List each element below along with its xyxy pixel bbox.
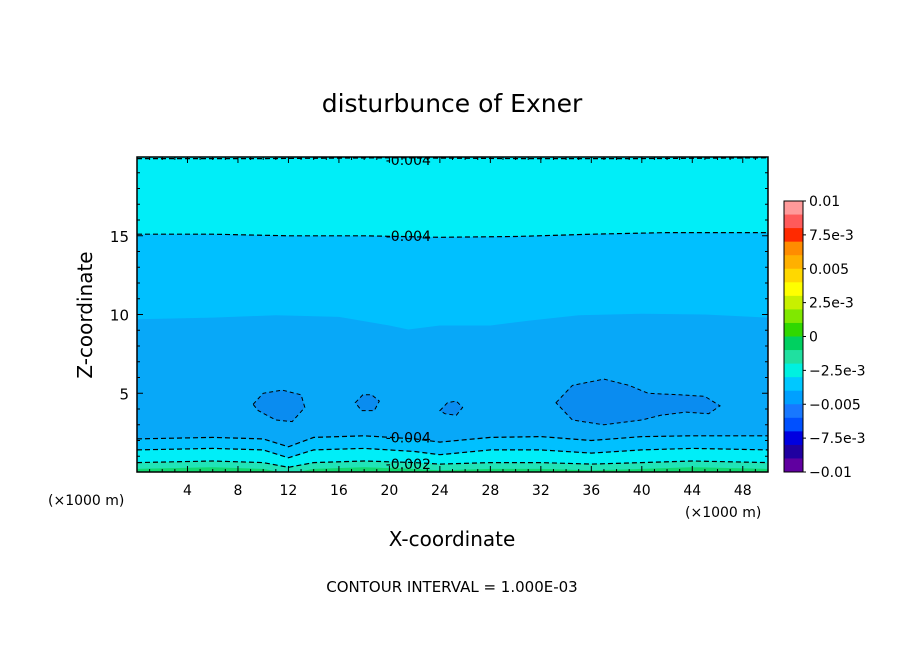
colorbar-swatch [784, 201, 803, 216]
colorbar-swatch [784, 458, 803, 473]
colorbar-label: −0.01 [809, 465, 852, 481]
closed-contour [555, 378, 721, 426]
x-tick-label: 12 [280, 483, 298, 499]
x-tick-label: 48 [734, 483, 752, 499]
colorbar-swatch [784, 268, 803, 283]
x-tick-label: 20 [380, 483, 398, 499]
x-tick-label: 44 [683, 483, 701, 499]
colorbar-label: 0.005 [809, 262, 849, 278]
filled-band [137, 313, 768, 472]
y-axis-label: Z-coordinate [73, 251, 97, 378]
colorbar-swatch [784, 228, 803, 243]
colorbar-label: −7.5e-3 [809, 431, 866, 447]
colorbar-swatch [784, 241, 803, 256]
contour-label: -0.004 [386, 229, 431, 245]
colorbar-swatch [784, 444, 803, 459]
colorbar-swatch [784, 255, 803, 270]
y-tick-label: 5 [119, 385, 129, 403]
colorbar-swatch [784, 363, 803, 378]
closed-contour [439, 400, 464, 416]
filled-band [137, 467, 768, 472]
x-axis-label: X-coordinate [389, 527, 516, 551]
colorbar-swatch [784, 404, 803, 419]
colorbar-swatch [784, 295, 803, 310]
colorbar-swatch [784, 309, 803, 324]
colorbar-swatch [784, 322, 803, 337]
closed-contour [252, 389, 306, 423]
colorbar-swatch [784, 282, 803, 297]
contour-interval-footer: CONTOUR INTERVAL = 1.000E-03 [326, 578, 577, 596]
closed-contour [354, 394, 380, 412]
colorbar-swatch [784, 350, 803, 365]
x-tick-label: 40 [633, 483, 651, 499]
chart-title: disturbunce of Exner [322, 89, 583, 118]
colorbar-swatch [784, 431, 803, 446]
filled-bands: -0.004 -0.004 -0.004 -0.002 [137, 153, 768, 473]
filled-band [137, 461, 768, 472]
colorbar-swatch [784, 214, 803, 229]
colorbar-label: 2.5e-3 [809, 296, 854, 312]
contour-label: -0.002 [386, 457, 431, 473]
x-unit-label: (×1000 m) [685, 505, 761, 521]
colorbar-label: −2.5e-3 [809, 363, 866, 379]
contour-label: -0.004 [386, 430, 431, 446]
colorbar-label: 0 [809, 330, 818, 346]
x-tick-label: 16 [330, 483, 348, 499]
contour-label: -0.004 [386, 153, 431, 169]
x-tick-label: 28 [481, 483, 499, 499]
contour-line [137, 447, 768, 459]
y-tick-label: 10 [110, 307, 129, 325]
colorbar-label: 0.01 [809, 194, 840, 210]
x-tick-label: 8 [233, 483, 242, 499]
x-tick-label: 36 [582, 483, 600, 499]
colorbar-swatch [784, 417, 803, 432]
colorbar-label: −0.005 [809, 397, 861, 413]
contour-line [137, 232, 768, 238]
x-tick-label: 24 [431, 483, 449, 499]
colorbar-swatch [784, 377, 803, 392]
colorbar-swatch [784, 336, 803, 351]
colorbar-label: 7.5e-3 [809, 228, 854, 244]
colorbar-swatch [784, 390, 803, 405]
colorbar: 0.01 7.5e-3 0.005 2.5e-3 0 −2.5e-3 −0.005 −7.5e… [783, 194, 866, 481]
contour-line [137, 460, 768, 468]
x-tick-label: 32 [532, 483, 550, 499]
y-unit-label: (×1000 m) [48, 493, 124, 509]
contour-line [137, 435, 768, 448]
y-tick-label: 15 [110, 228, 129, 246]
x-tick-label: 4 [183, 483, 192, 499]
